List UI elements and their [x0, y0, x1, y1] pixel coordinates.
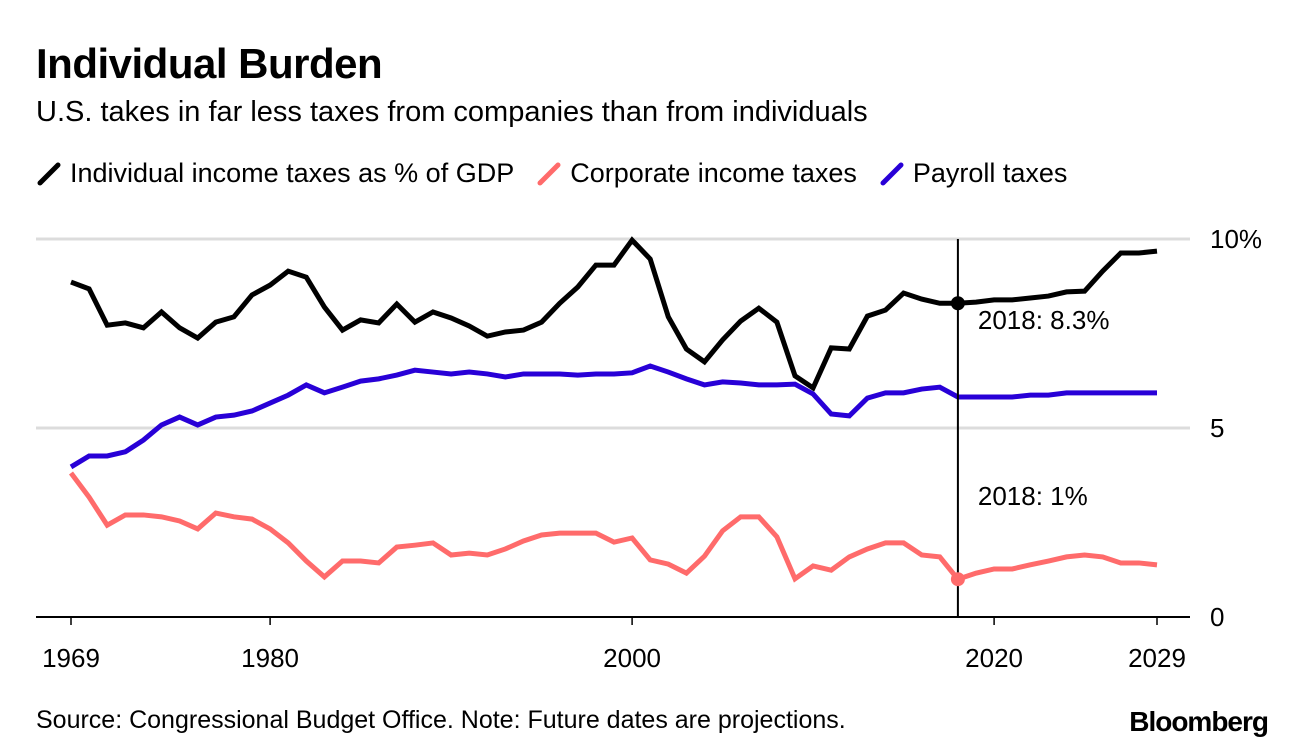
legend-label: Payroll taxes: [912, 158, 1068, 188]
legend-label: Individual income taxes as % of GDP: [70, 158, 515, 188]
series-line-2: [69, 363, 1157, 470]
x-tick-label: 1969: [42, 643, 100, 673]
bloomberg-logo: Bloomberg: [1129, 706, 1269, 737]
annotation-marker: [950, 296, 965, 311]
annotation-label: 2018: 1%: [978, 481, 1088, 511]
annotation-marker: [950, 572, 965, 587]
x-tick-label: 2029: [1128, 643, 1186, 673]
y-tick-label: 0: [1210, 602, 1224, 632]
chart-title: Individual Burden: [36, 40, 383, 87]
legend-item-corporate: Corporate income taxes: [536, 158, 857, 189]
legend-item-individual: Individual income taxes as % of GDP: [36, 158, 514, 189]
legend: Individual income taxes as % of GDP Corp…: [36, 158, 1089, 189]
x-tick-label: 1980: [241, 643, 299, 673]
x-tick-label: 2000: [603, 643, 661, 673]
y-tick-label: 5: [1210, 413, 1224, 443]
y-tick-label: 10%: [1210, 224, 1262, 254]
source-note: Source: Congressional Budget Office. Not…: [36, 706, 846, 734]
legend-label: Corporate income taxes: [570, 158, 857, 188]
series-line-1: [68, 471, 1158, 583]
chart-subtitle: U.S. takes in far less taxes from compan…: [36, 96, 868, 128]
annotation-label: 2018: 8.3%: [978, 305, 1110, 335]
legend-swatch-corporate-icon: [537, 162, 561, 185]
legend-swatch-payroll-icon: [880, 162, 904, 185]
series-line-0: [70, 236, 1158, 392]
legend-item-payroll: Payroll taxes: [879, 158, 1068, 189]
legend-swatch-individual-icon: [37, 162, 61, 185]
x-tick-label: 2020: [965, 643, 1023, 673]
